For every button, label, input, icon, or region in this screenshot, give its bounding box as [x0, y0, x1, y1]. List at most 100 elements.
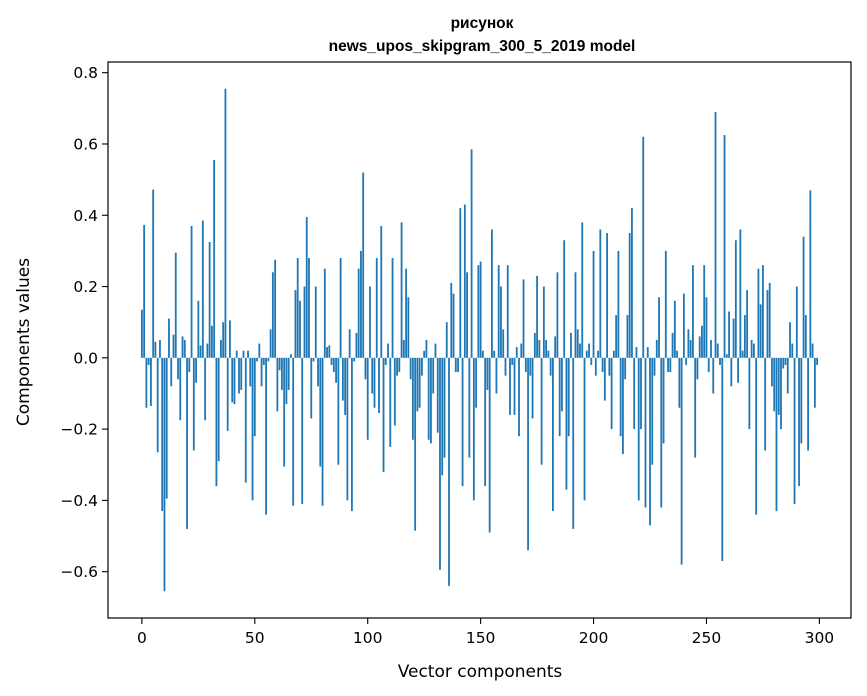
- bar-292: [800, 357, 803, 444]
- bar-34: [217, 357, 220, 462]
- bar-297: [811, 343, 814, 358]
- bar-88: [339, 258, 342, 358]
- bar-108: [384, 357, 387, 365]
- bar-173: [531, 357, 534, 419]
- bar-111: [391, 258, 394, 358]
- bar-295: [807, 357, 809, 451]
- bar-49: [251, 357, 254, 501]
- bar-192: [574, 272, 577, 358]
- bar-74: [308, 258, 310, 358]
- bar-147: [472, 357, 475, 501]
- bar-115: [400, 222, 403, 358]
- bar-284: [782, 357, 785, 369]
- bar-178: [542, 286, 545, 358]
- bar-218: [633, 357, 636, 430]
- bar-24: [195, 357, 197, 383]
- bar-109: [387, 343, 389, 358]
- bar-142: [461, 357, 464, 487]
- bar-177: [540, 357, 543, 465]
- bar-10: [163, 357, 166, 592]
- bar-102: [371, 357, 374, 394]
- bar-57: [269, 329, 272, 358]
- bar-141: [459, 208, 462, 358]
- bar-186: [561, 357, 563, 412]
- bar-84: [330, 357, 333, 365]
- bar-268: [746, 290, 749, 358]
- bar-157: [495, 357, 498, 394]
- x-tick-label: 300: [805, 629, 835, 647]
- bar-21: [188, 357, 191, 373]
- bar-162: [506, 265, 509, 358]
- bar-287: [789, 322, 791, 358]
- bar-18: [181, 336, 184, 358]
- bar-151: [481, 350, 484, 358]
- bar-65: [287, 357, 290, 390]
- bar-204: [601, 357, 604, 373]
- bar-40: [231, 357, 234, 403]
- bar-128: [430, 357, 432, 444]
- bar-243: [689, 340, 692, 358]
- bar-219: [635, 347, 638, 358]
- bar-101: [369, 286, 371, 358]
- bar-104: [375, 258, 378, 358]
- bar-73: [305, 217, 308, 358]
- bar-180: [547, 350, 550, 358]
- bar-270: [750, 340, 753, 358]
- bar-123: [418, 357, 421, 408]
- bar-25: [197, 300, 200, 358]
- bar-121: [414, 357, 417, 531]
- bar-156: [493, 350, 496, 358]
- bar-293: [802, 236, 805, 358]
- bar-244: [692, 265, 694, 358]
- bar-286: [786, 357, 789, 394]
- bar-174: [533, 332, 536, 358]
- bar-267: [743, 315, 746, 358]
- bar-8: [159, 340, 161, 358]
- bar-217: [631, 208, 633, 358]
- bar-258: [723, 135, 726, 358]
- bar-81: [323, 268, 326, 358]
- bar-194: [579, 343, 581, 358]
- bar-0: [140, 309, 143, 358]
- bar-95: [355, 332, 358, 358]
- bar-288: [791, 343, 794, 358]
- bar-62: [280, 357, 283, 390]
- bar-262: [732, 318, 735, 358]
- bar-291: [798, 357, 800, 487]
- bar-2: [145, 357, 148, 408]
- bar-175: [536, 275, 538, 358]
- bar-277: [766, 290, 769, 358]
- bar-16: [177, 357, 179, 380]
- bar-158: [497, 265, 500, 358]
- bar-238: [678, 357, 681, 408]
- bar-227: [653, 357, 656, 376]
- bar-23: [192, 357, 195, 451]
- bar-199: [590, 357, 593, 365]
- y-axis-ticks: −0.6 −0.4 −0.2 0.0 0.2 0.4 0.6 0.8: [60, 64, 108, 581]
- bar-146: [470, 149, 473, 358]
- bar-245: [694, 357, 697, 458]
- bar-90: [344, 357, 347, 415]
- bar-185: [558, 357, 561, 437]
- bar-214: [624, 357, 627, 380]
- bar-124: [421, 357, 423, 376]
- bar-76: [312, 357, 315, 362]
- bar-120: [411, 357, 414, 440]
- bar-47: [247, 350, 249, 358]
- x-tick-label: 150: [466, 629, 496, 647]
- bar-75: [310, 357, 313, 419]
- bar-50: [253, 357, 256, 437]
- bar-114: [398, 357, 401, 373]
- bar-282: [777, 357, 780, 415]
- bar-213: [622, 357, 624, 455]
- bar-239: [680, 357, 683, 565]
- bar-247: [698, 336, 701, 358]
- bar-125: [423, 350, 426, 358]
- bar-77: [314, 286, 317, 358]
- bar-139: [454, 357, 457, 373]
- bar-94: [353, 357, 356, 362]
- bar-215: [626, 315, 629, 358]
- bar-143: [463, 204, 466, 358]
- bar-202: [597, 350, 599, 358]
- bar-264: [737, 357, 739, 383]
